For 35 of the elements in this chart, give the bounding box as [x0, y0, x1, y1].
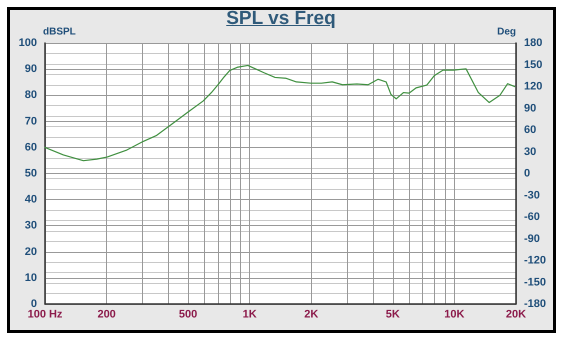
y-tick-label: 70: [24, 115, 37, 128]
x-tick-label: 2K: [304, 308, 318, 320]
y-tick-label: 0: [30, 298, 37, 310]
y2-tick-label: 90: [524, 102, 536, 114]
y2-tick-label: -150: [524, 276, 546, 288]
y-tick-label: 40: [24, 194, 37, 206]
y2-tick-label: 30: [524, 146, 536, 158]
y-tick-label: 90: [24, 63, 37, 76]
y-tick-label: 50: [24, 168, 37, 180]
y2-axis-title: Deg: [497, 26, 516, 38]
y2-tick-label: -120: [524, 254, 546, 266]
y-tick-label: 20: [24, 246, 37, 258]
y2-tick-label: 120: [524, 80, 542, 92]
y2-tick-label: -30: [524, 189, 540, 202]
x-tick-label: 100 Hz: [28, 308, 63, 320]
y-tick-label: 10: [24, 272, 37, 284]
y2-tick-label: 0: [524, 168, 530, 180]
y-tick-label: 30: [24, 220, 37, 232]
y2-tick-label: 180: [524, 37, 542, 49]
x-tick-label: 5K: [386, 308, 400, 320]
y2-tick-label: -180: [524, 298, 546, 310]
y-tick-label: 60: [24, 141, 37, 154]
y2-tick-label: -90: [524, 232, 540, 245]
y2-tick-label: -60: [524, 211, 540, 223]
y2-tick-label: 150: [524, 58, 542, 71]
x-tick-label: 500: [178, 308, 198, 320]
y-tick-label: 80: [24, 89, 37, 102]
x-tick-label: 20K: [506, 308, 526, 320]
y2-tick-label: 60: [524, 124, 536, 136]
x-tick-label: 10K: [444, 308, 465, 320]
x-tick-label: 1K: [242, 308, 257, 320]
x-tick-label: 200: [97, 308, 116, 320]
y-axis-title: dBSPL: [43, 26, 76, 38]
y-tick-label: 100: [18, 37, 37, 49]
chart-title: SPL vs Freq: [226, 8, 336, 29]
